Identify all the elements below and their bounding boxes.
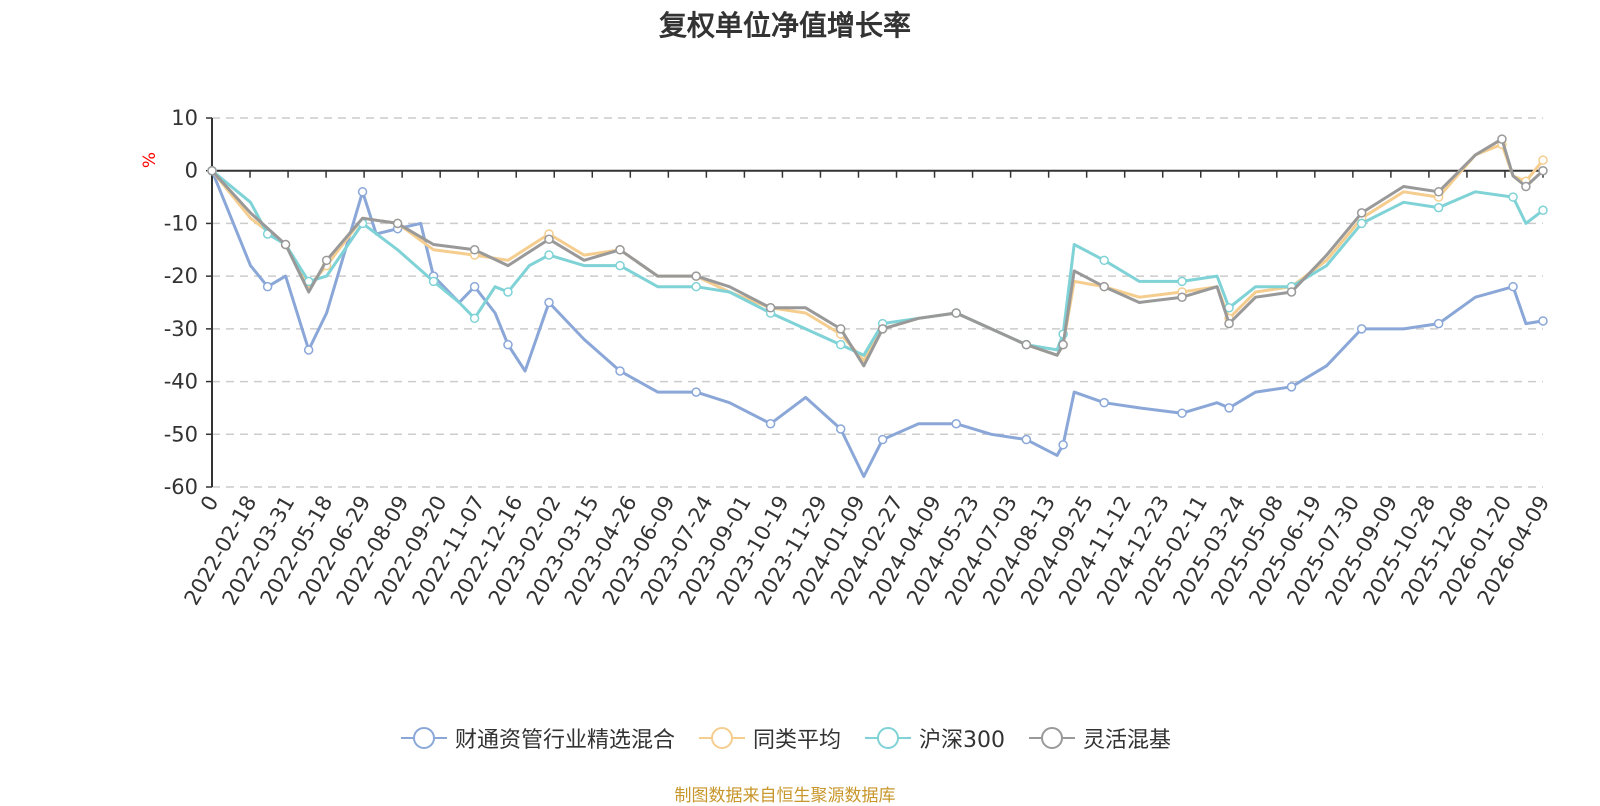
data-point (503, 287, 513, 297)
chart-title: 复权单位净值增长率 (658, 9, 911, 42)
data-point (1538, 205, 1548, 215)
data-point (1177, 292, 1187, 302)
data-point (503, 339, 513, 350)
data-point (1538, 165, 1548, 176)
data-point (428, 276, 439, 287)
data-point (1433, 187, 1444, 197)
y-tick-label: 0 (185, 159, 198, 183)
data-point (1177, 276, 1187, 287)
y-tick-label: -50 (164, 422, 198, 446)
data-point (1538, 316, 1548, 326)
data-point (951, 418, 961, 429)
data-point (1508, 281, 1518, 292)
legend-label: 沪深300 (919, 728, 1005, 753)
legend-label: 同类平均 (752, 728, 841, 753)
data-point (615, 366, 625, 376)
series-lines (207, 134, 1548, 478)
data-point (262, 281, 273, 292)
data-point (357, 187, 368, 197)
source-note: 制图数据来自恒生聚源数据库 (674, 786, 896, 806)
data-point (303, 345, 314, 355)
data-point (1099, 397, 1109, 408)
series-line-4 (210, 137, 1545, 368)
data-point (1224, 318, 1234, 329)
y-tick-label: -40 (164, 370, 198, 394)
y-axis-label: % (140, 152, 160, 168)
data-point (1538, 155, 1548, 165)
data-point (615, 245, 625, 255)
data-point (207, 165, 217, 176)
data-point (544, 234, 554, 244)
data-point (1356, 218, 1367, 229)
data-point (1433, 202, 1444, 213)
data-point (280, 239, 291, 250)
data-point (835, 424, 846, 434)
data-point (392, 218, 403, 229)
data-point (469, 245, 480, 255)
grid-lines (212, 117, 1543, 488)
data-point (1224, 403, 1234, 413)
data-point (1286, 382, 1297, 392)
y-tick-label: -20 (164, 264, 198, 288)
legend-swatch-icon (865, 727, 911, 749)
y-tick-label: -60 (164, 475, 198, 499)
legend-item-1[interactable]: 财通资管行业精选混合 (399, 722, 675, 754)
data-point (544, 297, 554, 308)
data-point (1356, 208, 1367, 218)
data-point (877, 434, 888, 445)
data-point (691, 281, 701, 292)
data-point (1058, 440, 1068, 450)
data-point (1356, 324, 1367, 334)
data-point (877, 324, 888, 334)
data-point (469, 313, 480, 324)
series-line-2 (210, 142, 1545, 362)
y-tick-label: 10 (171, 106, 198, 130)
legend-item-3[interactable]: 沪深300 (863, 722, 1005, 754)
data-point (1021, 434, 1032, 445)
legend-swatch-icon (400, 727, 447, 749)
legend-label: 财通资管行业精选混合 (454, 728, 675, 753)
legend-label: 灵活混基 (1083, 728, 1172, 753)
data-point (615, 260, 625, 271)
legend-item-2[interactable]: 同类平均 (697, 722, 841, 754)
legend: 财通资管行业精选混合 同类平均 沪深300 灵活混基 (0, 722, 1570, 754)
data-point (1177, 408, 1187, 418)
data-point (835, 339, 846, 350)
legend-item-4[interactable]: 灵活混基 (1027, 722, 1171, 754)
data-point (691, 387, 701, 397)
legend-swatch-icon (1029, 727, 1075, 749)
data-point (544, 250, 554, 260)
data-point (765, 303, 776, 313)
data-point (835, 324, 846, 334)
y-tick-label: -10 (164, 211, 198, 235)
data-point (1058, 339, 1068, 350)
data-point (1433, 318, 1444, 329)
series-line-1 (210, 170, 1544, 478)
data-point (1286, 287, 1297, 297)
y-tick-label: -30 (164, 317, 198, 341)
series-line-3 (211, 169, 1544, 357)
data-point (1521, 181, 1531, 192)
data-point (1021, 339, 1032, 350)
data-point (469, 281, 480, 292)
data-point (1099, 281, 1109, 292)
data-point (1508, 192, 1518, 202)
data-point (951, 308, 961, 318)
data-point (765, 418, 776, 429)
data-point (1497, 134, 1507, 144)
data-point (321, 255, 332, 266)
legend-swatch-icon (698, 727, 745, 749)
data-point (1099, 255, 1109, 266)
x-tick-label: 0 (196, 492, 223, 516)
data-point (691, 271, 701, 281)
